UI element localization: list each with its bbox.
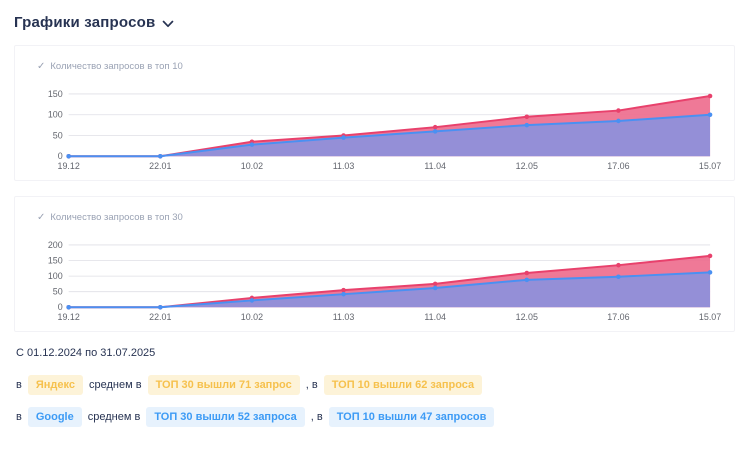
y-tick-label: 150 bbox=[48, 256, 63, 266]
series-area-1 bbox=[68, 272, 711, 308]
top30-legend-toggle[interactable]: ✓ Количество запросов в топ 30 bbox=[37, 212, 722, 223]
summary-middle: среднем в bbox=[88, 379, 142, 392]
data-point bbox=[341, 135, 346, 140]
data-point bbox=[616, 108, 621, 113]
engine-chip-yandex: Яндекс bbox=[27, 375, 83, 396]
top10-chart[interactable]: 0 50 100 150 19.12 22.01 10.02 11.03 11.04 12.05 1… bbox=[29, 87, 722, 172]
y-tick-label: 50 bbox=[53, 130, 63, 140]
y-tick-label: 200 bbox=[48, 240, 63, 250]
x-tick-label: 19.12 bbox=[58, 161, 80, 171]
data-point bbox=[524, 270, 530, 276]
x-tick-label: 10.02 bbox=[241, 161, 263, 171]
series-line-1 bbox=[68, 271, 711, 309]
y-tick-label: 150 bbox=[48, 89, 63, 99]
data-point bbox=[66, 154, 71, 159]
y-tick-label: 0 bbox=[58, 302, 63, 312]
x-tick-label: 22.01 bbox=[149, 312, 171, 322]
data-point bbox=[341, 292, 346, 297]
summary-middle: среднем в bbox=[87, 411, 141, 424]
data-point bbox=[524, 122, 530, 128]
top30-result-chip-yandex: ТОП 30 вышли 71 запрос bbox=[147, 375, 300, 396]
x-tick-label: 12.05 bbox=[516, 161, 538, 171]
top30-result-chip-google: ТОП 30 вышли 52 запроса bbox=[146, 407, 305, 428]
data-point bbox=[707, 112, 713, 117]
data-point bbox=[432, 129, 438, 134]
top10-legend-toggle[interactable]: ✓ Количество запросов в топ 10 bbox=[37, 61, 722, 72]
chevron-down-icon bbox=[163, 20, 174, 28]
top30-chart-card: ✓ Количество запросов в топ 30 0 50 100 150… bbox=[14, 196, 735, 333]
summary-row-yandex: в Яндекс среднем в ТОП 30 вышли 71 запро… bbox=[16, 375, 735, 396]
x-tick-label: 11.03 bbox=[333, 312, 355, 322]
top30-chart[interactable]: 0 50 100 150 200 19.12 22.01 10.02 11.03 11.04 12.… bbox=[29, 238, 722, 323]
data-point bbox=[432, 124, 438, 130]
x-tick-label: 19.12 bbox=[58, 312, 80, 322]
data-point bbox=[158, 305, 163, 310]
x-tick-label: 11.04 bbox=[424, 161, 446, 171]
top10-chart-card: ✓ Количество запросов в топ 10 0 50 100 150… bbox=[14, 45, 735, 182]
data-point bbox=[616, 274, 621, 280]
x-tick-label: 17.06 bbox=[607, 161, 629, 171]
x-tick-label: 22.01 bbox=[149, 161, 171, 171]
series-line-1 bbox=[68, 113, 711, 158]
data-point bbox=[249, 298, 255, 303]
page: Графики запросов ✓ Количество запросов в… bbox=[14, 14, 735, 428]
data-point bbox=[616, 118, 621, 124]
top30-legend-label: Количество запросов в топ 30 bbox=[50, 212, 183, 224]
y-tick-label: 0 bbox=[58, 151, 63, 161]
data-point bbox=[707, 93, 713, 99]
data-point bbox=[616, 263, 621, 268]
summary-separator: , в bbox=[310, 411, 323, 424]
x-tick-label: 11.04 bbox=[424, 312, 446, 322]
data-point bbox=[524, 277, 530, 283]
engine-chip-google: Google bbox=[27, 407, 82, 428]
data-point bbox=[707, 270, 713, 275]
data-point bbox=[341, 287, 346, 293]
summary-prefix: в bbox=[16, 411, 22, 424]
x-tick-label: 11.03 bbox=[333, 161, 355, 171]
y-tick-label: 100 bbox=[48, 271, 63, 281]
summary-separator: , в bbox=[305, 379, 318, 392]
data-point bbox=[249, 142, 255, 147]
data-point bbox=[432, 281, 438, 287]
x-tick-label: 10.02 bbox=[241, 312, 263, 322]
data-point bbox=[524, 114, 530, 120]
series-area-1 bbox=[68, 114, 711, 157]
top10-result-chip-yandex: ТОП 10 вышли 62 запроса bbox=[323, 375, 483, 396]
x-tick-label: 15.07 bbox=[699, 161, 721, 171]
y-tick-label: 50 bbox=[53, 287, 63, 297]
data-point bbox=[66, 305, 71, 310]
y-tick-label: 100 bbox=[48, 110, 63, 120]
top10-legend-label: Количество запросов в топ 10 bbox=[50, 61, 183, 72]
x-tick-label: 17.06 bbox=[607, 312, 629, 322]
x-tick-label: 12.05 bbox=[516, 312, 538, 322]
check-icon: ✓ bbox=[37, 61, 46, 72]
page-title: Графики запросов bbox=[14, 14, 156, 31]
x-tick-label: 15.07 bbox=[699, 312, 721, 322]
page-title-row[interactable]: Графики запросов bbox=[14, 14, 735, 31]
data-point bbox=[432, 285, 438, 291]
data-point bbox=[707, 253, 713, 259]
check-icon: ✓ bbox=[37, 212, 46, 224]
summary-row-google: в Google среднем в ТОП 30 вышли 52 запро… bbox=[16, 407, 735, 428]
summary-prefix: в bbox=[16, 379, 22, 392]
data-point bbox=[158, 154, 163, 159]
date-range-label: С 01.12.2024 по 31.07.2025 bbox=[16, 347, 156, 360]
top10-result-chip-google: ТОП 10 вышли 47 запросов bbox=[328, 407, 495, 428]
